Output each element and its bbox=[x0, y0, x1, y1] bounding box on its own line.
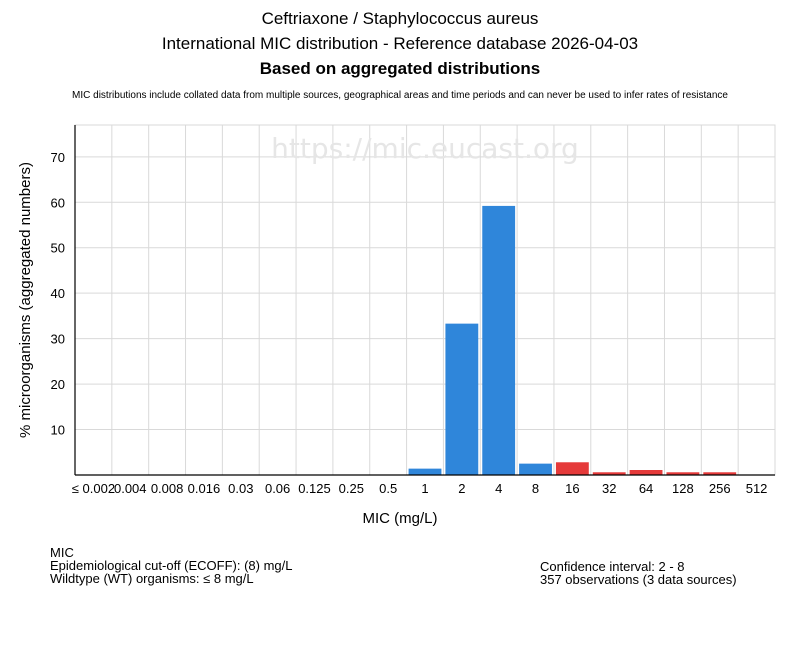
chart-subtitle: International MIC distribution - Referen… bbox=[161, 34, 639, 53]
x-tick-label: 0.004 bbox=[114, 481, 147, 496]
bar-8 bbox=[519, 463, 552, 475]
bar-256 bbox=[703, 472, 737, 475]
bar-128 bbox=[666, 472, 700, 475]
watermark-url: https://mic.eucast.org bbox=[271, 132, 579, 165]
x-axis-title: MIC (mg/L) bbox=[363, 510, 438, 527]
footer-mic-label: MIC bbox=[50, 545, 74, 560]
y-tick-label: 40 bbox=[51, 286, 65, 301]
footer-ecoff: Epidemiological cut-off (ECOFF): (8) mg/… bbox=[50, 558, 293, 573]
x-tick-label: 512 bbox=[746, 481, 768, 496]
x-tick-label: 0.008 bbox=[151, 481, 184, 496]
bar-2 bbox=[445, 323, 479, 475]
footer-confidence-interval: Confidence interval: 2 - 8 bbox=[540, 559, 685, 574]
plot-area bbox=[74, 124, 776, 476]
x-tick-label: 8 bbox=[532, 481, 539, 496]
x-tick-label: 0.06 bbox=[265, 481, 290, 496]
x-tick-label: 128 bbox=[672, 481, 694, 496]
footer-observations: 357 observations (3 data sources) bbox=[540, 572, 737, 587]
bar-64 bbox=[629, 470, 663, 475]
bar-4 bbox=[482, 205, 516, 475]
x-tick-label: 16 bbox=[565, 481, 579, 496]
y-tick-label: 50 bbox=[51, 241, 65, 256]
chart-title: Ceftriaxone / Staphylococcus aureus bbox=[261, 9, 539, 28]
bar-32 bbox=[592, 472, 626, 475]
x-tick-label: 4 bbox=[495, 481, 502, 496]
y-tick-label: 30 bbox=[51, 332, 65, 347]
y-tick-label: 10 bbox=[51, 423, 65, 438]
bar-16 bbox=[555, 462, 589, 475]
x-tick-label: 32 bbox=[602, 481, 616, 496]
x-tick-label: 1 bbox=[421, 481, 428, 496]
x-tick-label: 64 bbox=[639, 481, 653, 496]
x-tick-label: 2 bbox=[458, 481, 465, 496]
x-tick-label: 0.016 bbox=[188, 481, 221, 496]
x-tick-label: 0.25 bbox=[339, 481, 364, 496]
y-axis-title: % microorganisms (aggregated numbers) bbox=[17, 162, 34, 438]
footer-wildtype: Wildtype (WT) organisms: ≤ 8 mg/L bbox=[50, 571, 254, 586]
footer-right: Confidence interval: 2 - 8 357 observati… bbox=[540, 560, 737, 586]
mic-distribution-chart: 10 20 30 40 50 60 70 https://mic.eucast.org ≤ 0.… bbox=[17, 124, 776, 527]
x-tick-label: 0.5 bbox=[379, 481, 397, 496]
footer-left: MIC Epidemiological cut-off (ECOFF): (8)… bbox=[50, 546, 293, 585]
x-tick-label: 0.03 bbox=[228, 481, 253, 496]
x-tick-label: 0.125 bbox=[298, 481, 331, 496]
disclaimer-note: MIC distributions include collated data … bbox=[72, 90, 728, 101]
bar-1 bbox=[408, 468, 442, 475]
y-tick-label: 20 bbox=[51, 377, 65, 392]
x-tick-label: ≤ 0.002 bbox=[72, 481, 115, 496]
x-tick-label: 256 bbox=[709, 481, 731, 496]
y-tick-label: 70 bbox=[51, 150, 65, 165]
y-tick-label: 60 bbox=[51, 195, 65, 210]
chart-subtitle-bold: Based on aggregated distributions bbox=[259, 59, 541, 78]
